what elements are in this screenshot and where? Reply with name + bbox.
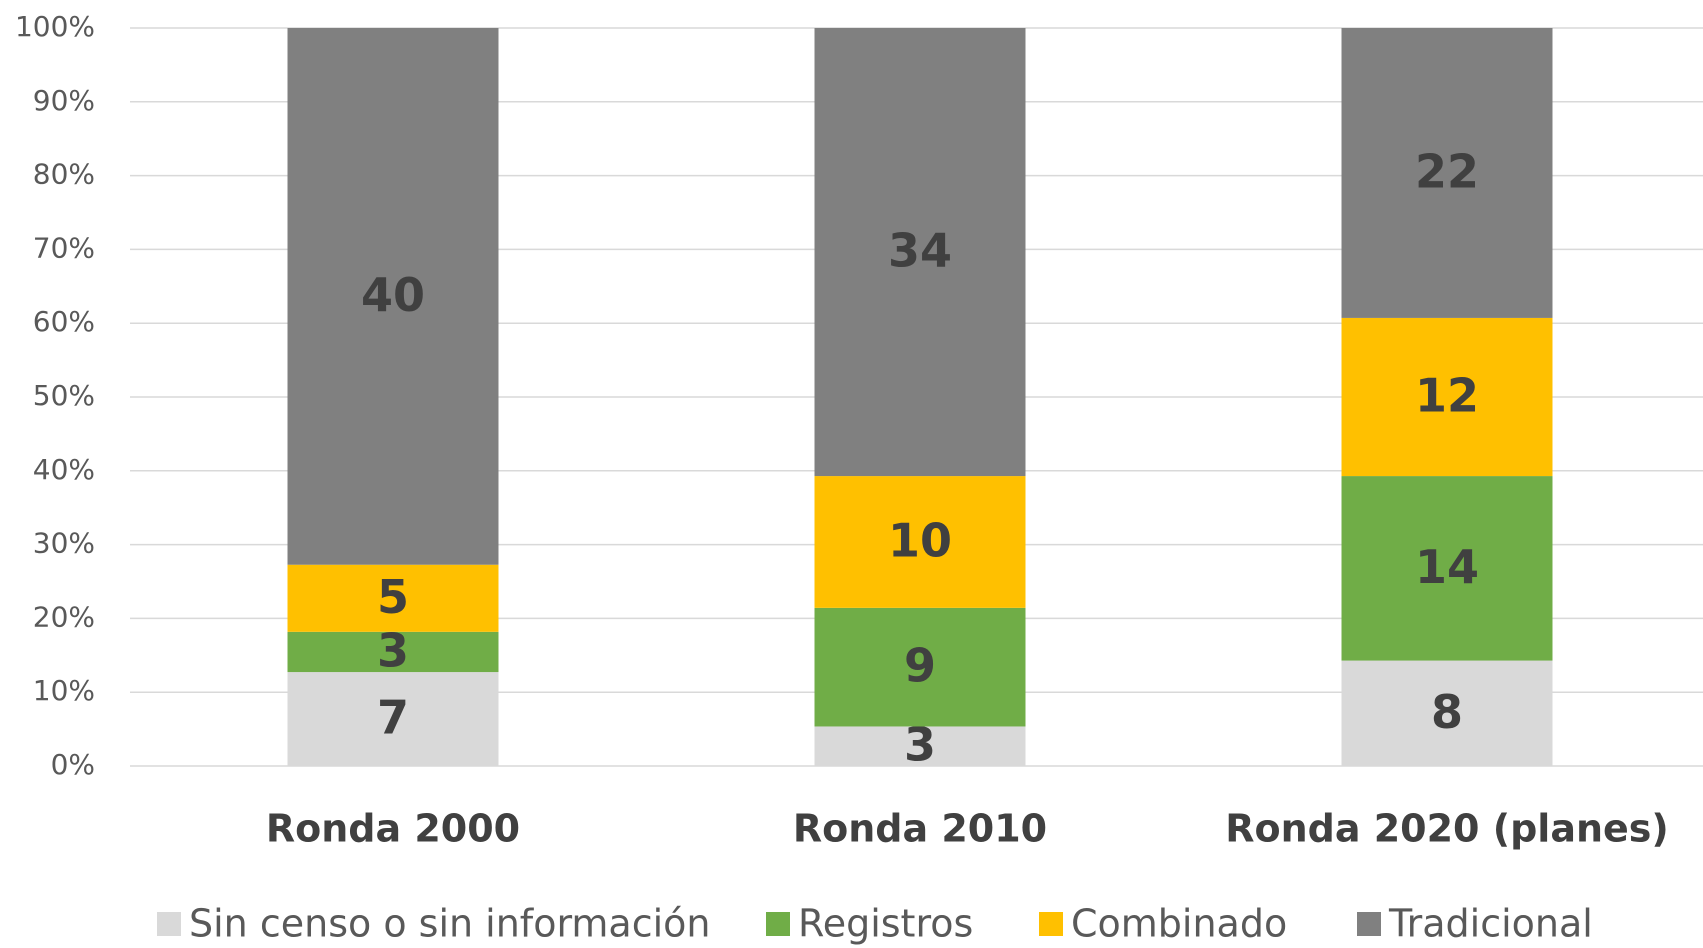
bar-segment [287, 564, 499, 632]
y-tick-label: 80% [33, 158, 95, 191]
x-tick-label: Ronda 2000 [266, 807, 520, 851]
y-tick-label: 60% [33, 305, 95, 338]
legend-swatch [1357, 912, 1381, 936]
data-label: 12 [1415, 369, 1479, 423]
x-tick-label: Ronda 2010 [793, 807, 1047, 851]
legend-label: Registros [798, 902, 973, 946]
bar-segment [287, 631, 499, 673]
bar-segment [287, 28, 499, 565]
y-tick-label: 20% [33, 600, 95, 633]
x-tick-label: Ronda 2020 (planes) [1225, 807, 1669, 851]
data-label: 40 [361, 268, 425, 322]
bar-segment [1341, 476, 1553, 661]
legend-label: Combinado [1071, 902, 1287, 946]
data-label: 9 [904, 639, 936, 693]
bar-segment [287, 672, 499, 766]
y-tick-label: 70% [33, 231, 95, 264]
data-label: 14 [1415, 540, 1479, 594]
legend-swatch [766, 912, 790, 936]
y-tick-label: 0% [51, 748, 95, 781]
y-tick-label: 30% [33, 527, 95, 560]
legend-swatch [1039, 912, 1063, 936]
legend-swatch [157, 912, 181, 936]
data-label: 5 [377, 570, 409, 624]
y-tick-label: 10% [33, 674, 95, 707]
data-label: 22 [1415, 144, 1479, 198]
bar-segment [814, 607, 1026, 727]
data-label: 3 [904, 718, 936, 772]
data-label: 8 [1431, 685, 1463, 739]
bar-segment [1341, 660, 1553, 766]
bar-segment [1341, 28, 1553, 318]
data-label: 7 [377, 691, 409, 745]
y-tick-label: 50% [33, 379, 95, 412]
y-tick-label: 40% [33, 453, 95, 486]
bar-segment [814, 726, 1026, 766]
y-tick-label: 90% [33, 84, 95, 117]
bar-segment [814, 28, 1026, 477]
bar-segment [1341, 317, 1553, 477]
data-label: 10 [888, 513, 952, 567]
y-tick-label: 100% [15, 10, 95, 43]
data-label: 3 [377, 623, 409, 677]
legend-label: Sin censo o sin información [189, 902, 710, 946]
data-label: 34 [888, 224, 952, 278]
legend-label: Tradicional [1388, 902, 1593, 946]
bar-segment [814, 476, 1026, 608]
